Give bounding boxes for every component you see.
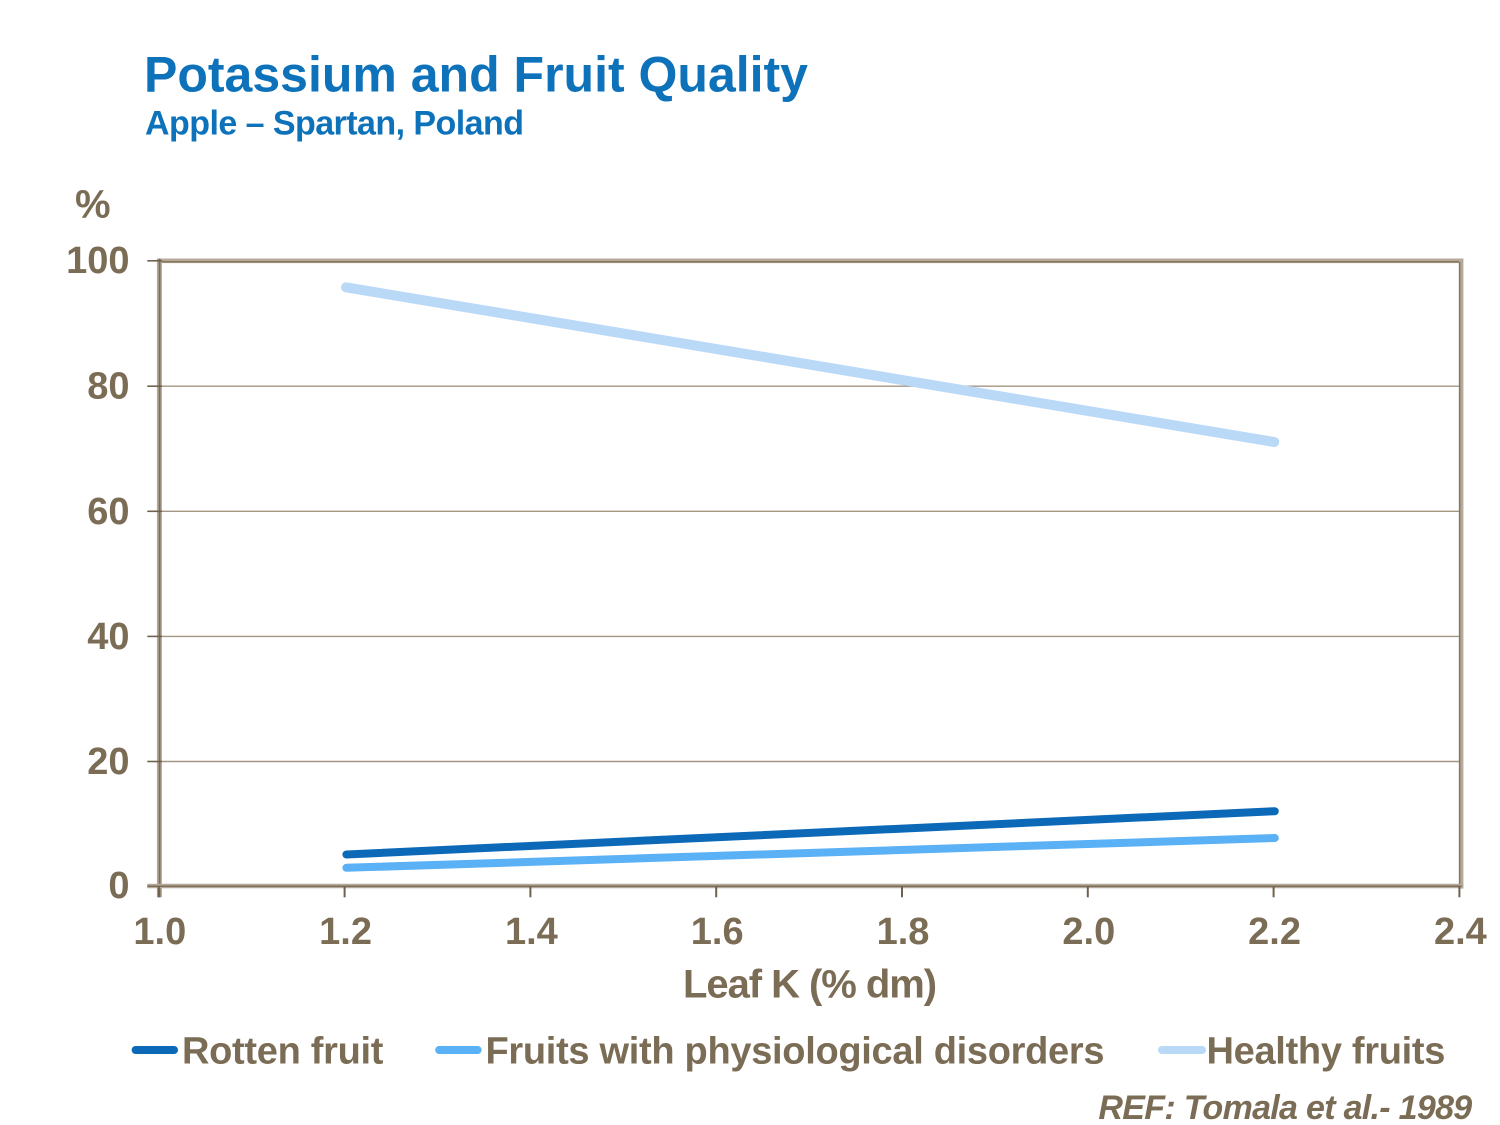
svg-text:40: 40 xyxy=(87,616,129,658)
svg-text:2.0: 2.0 xyxy=(1062,911,1115,953)
svg-text:Apple – Spartan, Poland: Apple – Spartan, Poland xyxy=(145,104,523,142)
svg-text:%: % xyxy=(75,182,111,226)
svg-text:Leaf K (% dm): Leaf K (% dm) xyxy=(683,962,936,1006)
svg-text:2.2: 2.2 xyxy=(1248,911,1301,953)
svg-text:REF: Tomala et al.- 1989: REF: Tomala et al.- 1989 xyxy=(1098,1089,1472,1125)
svg-text:1.4: 1.4 xyxy=(505,911,558,953)
svg-text:Fruits with physiological diso: Fruits with physiological disorders xyxy=(486,1031,1105,1073)
svg-text:20: 20 xyxy=(87,741,129,783)
svg-text:1.2: 1.2 xyxy=(319,911,372,953)
svg-text:1.8: 1.8 xyxy=(877,911,930,953)
svg-text:100: 100 xyxy=(66,240,129,282)
svg-text:0: 0 xyxy=(108,865,129,907)
svg-text:80: 80 xyxy=(87,366,129,408)
svg-text:60: 60 xyxy=(87,491,129,533)
svg-text:1.6: 1.6 xyxy=(691,911,744,953)
svg-text:1.0: 1.0 xyxy=(133,911,186,953)
svg-text:Potassium and Fruit Quality: Potassium and Fruit Quality xyxy=(144,46,808,102)
svg-text:Rotten fruit: Rotten fruit xyxy=(182,1031,384,1073)
svg-text:Healthy fruits: Healthy fruits xyxy=(1207,1031,1446,1073)
svg-text:2.4: 2.4 xyxy=(1434,911,1487,953)
